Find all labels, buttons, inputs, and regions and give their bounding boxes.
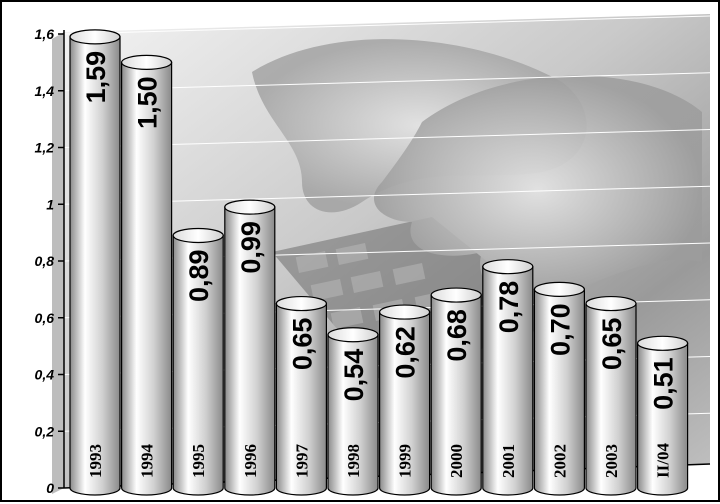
bar-1996: 0,99 1996	[224, 199, 276, 496]
y-tick-label: 0,4	[35, 367, 55, 383]
category-label: 2002	[550, 444, 569, 478]
bar-1993: 1,59 1993	[69, 29, 121, 496]
y-tick-label: 0,6	[35, 310, 55, 326]
category-label: 2001	[499, 444, 518, 478]
bar-2002: 0,70 2002	[533, 281, 586, 496]
bar-body	[327, 334, 379, 496]
bar-cap	[172, 227, 224, 244]
y-tick-label: 0,2	[35, 423, 55, 439]
bar-body	[585, 302, 637, 496]
bar-body	[172, 234, 224, 496]
bar-1995: 0,89 1995	[172, 227, 224, 496]
bar-cap	[69, 29, 121, 45]
bar-1997: 0,65 1997	[275, 295, 327, 496]
bar-1999: 0,62 1999	[379, 304, 431, 496]
bar-cap	[379, 304, 431, 320]
value-label: 0,62	[391, 326, 421, 379]
category-label: 1996	[241, 444, 260, 478]
bar-cap	[327, 327, 379, 343]
value-label: 0,99	[236, 221, 266, 274]
value-label: 0,65	[597, 318, 627, 371]
bar-cap	[430, 287, 482, 303]
y-tick-label: 0,8	[35, 253, 55, 269]
gridline	[63, 15, 711, 35]
bar-cap	[121, 54, 173, 70]
y-tick-label: 1	[46, 196, 54, 212]
bar-cap	[275, 295, 327, 312]
bar-body	[482, 266, 534, 496]
category-label: 1998	[344, 444, 363, 478]
bar-body	[637, 342, 689, 496]
category-label: 2003	[602, 444, 621, 478]
value-label: 0,68	[442, 309, 472, 362]
value-label: 0,51	[649, 357, 679, 410]
value-label: 1,59	[81, 51, 111, 104]
y-tick-label: 1,2	[35, 140, 55, 156]
y-tick-label: 1,6	[35, 26, 55, 42]
bar-cap	[533, 281, 586, 297]
category-label: 1994	[138, 444, 157, 479]
value-label: 0,78	[494, 281, 524, 334]
bar-1998: 0,54 1998	[327, 327, 379, 496]
y-tick-labels: 0 0,2 0,4 0,6 0,8 1 1,2 1,4 1,6	[35, 26, 55, 496]
value-label: 0,65	[287, 318, 317, 371]
bar-body	[69, 36, 121, 496]
bar-cap	[482, 259, 534, 275]
bar-2003: 0,65 2003	[585, 295, 637, 496]
bar-cap	[585, 295, 637, 312]
bar-cap	[636, 335, 689, 351]
category-label: II/04	[654, 443, 673, 478]
bar-body	[224, 206, 276, 496]
value-label: 0,54	[339, 349, 369, 402]
category-label: 1993	[86, 444, 105, 478]
bar-body	[533, 288, 585, 496]
value-label: 0,70	[545, 303, 575, 356]
bar-body	[379, 311, 431, 496]
bars: 1,59 1993 1,50 1994 0,89 1995 0,99 1996 0,65 1997…	[69, 29, 689, 496]
value-label: 0,89	[184, 249, 214, 302]
bar-cap	[224, 199, 276, 215]
bar-body	[275, 302, 327, 496]
bar-2001: 0,78 2001	[482, 259, 534, 496]
bar-1994: 1,50 1994	[121, 54, 173, 496]
category-label: 1997	[292, 444, 311, 479]
category-label: 1999	[396, 444, 415, 478]
bar-2000: 0,68 2000	[430, 287, 482, 496]
value-label: 1,50	[133, 76, 163, 129]
category-label: 1995	[189, 444, 208, 478]
y-tick-label: 0	[46, 480, 54, 496]
bar-II/04: 0,51 II/04	[636, 335, 689, 496]
bar-body	[121, 61, 173, 496]
category-label: 2000	[447, 444, 466, 478]
bar-body	[430, 294, 482, 496]
y-tick-label: 1,4	[35, 83, 55, 99]
